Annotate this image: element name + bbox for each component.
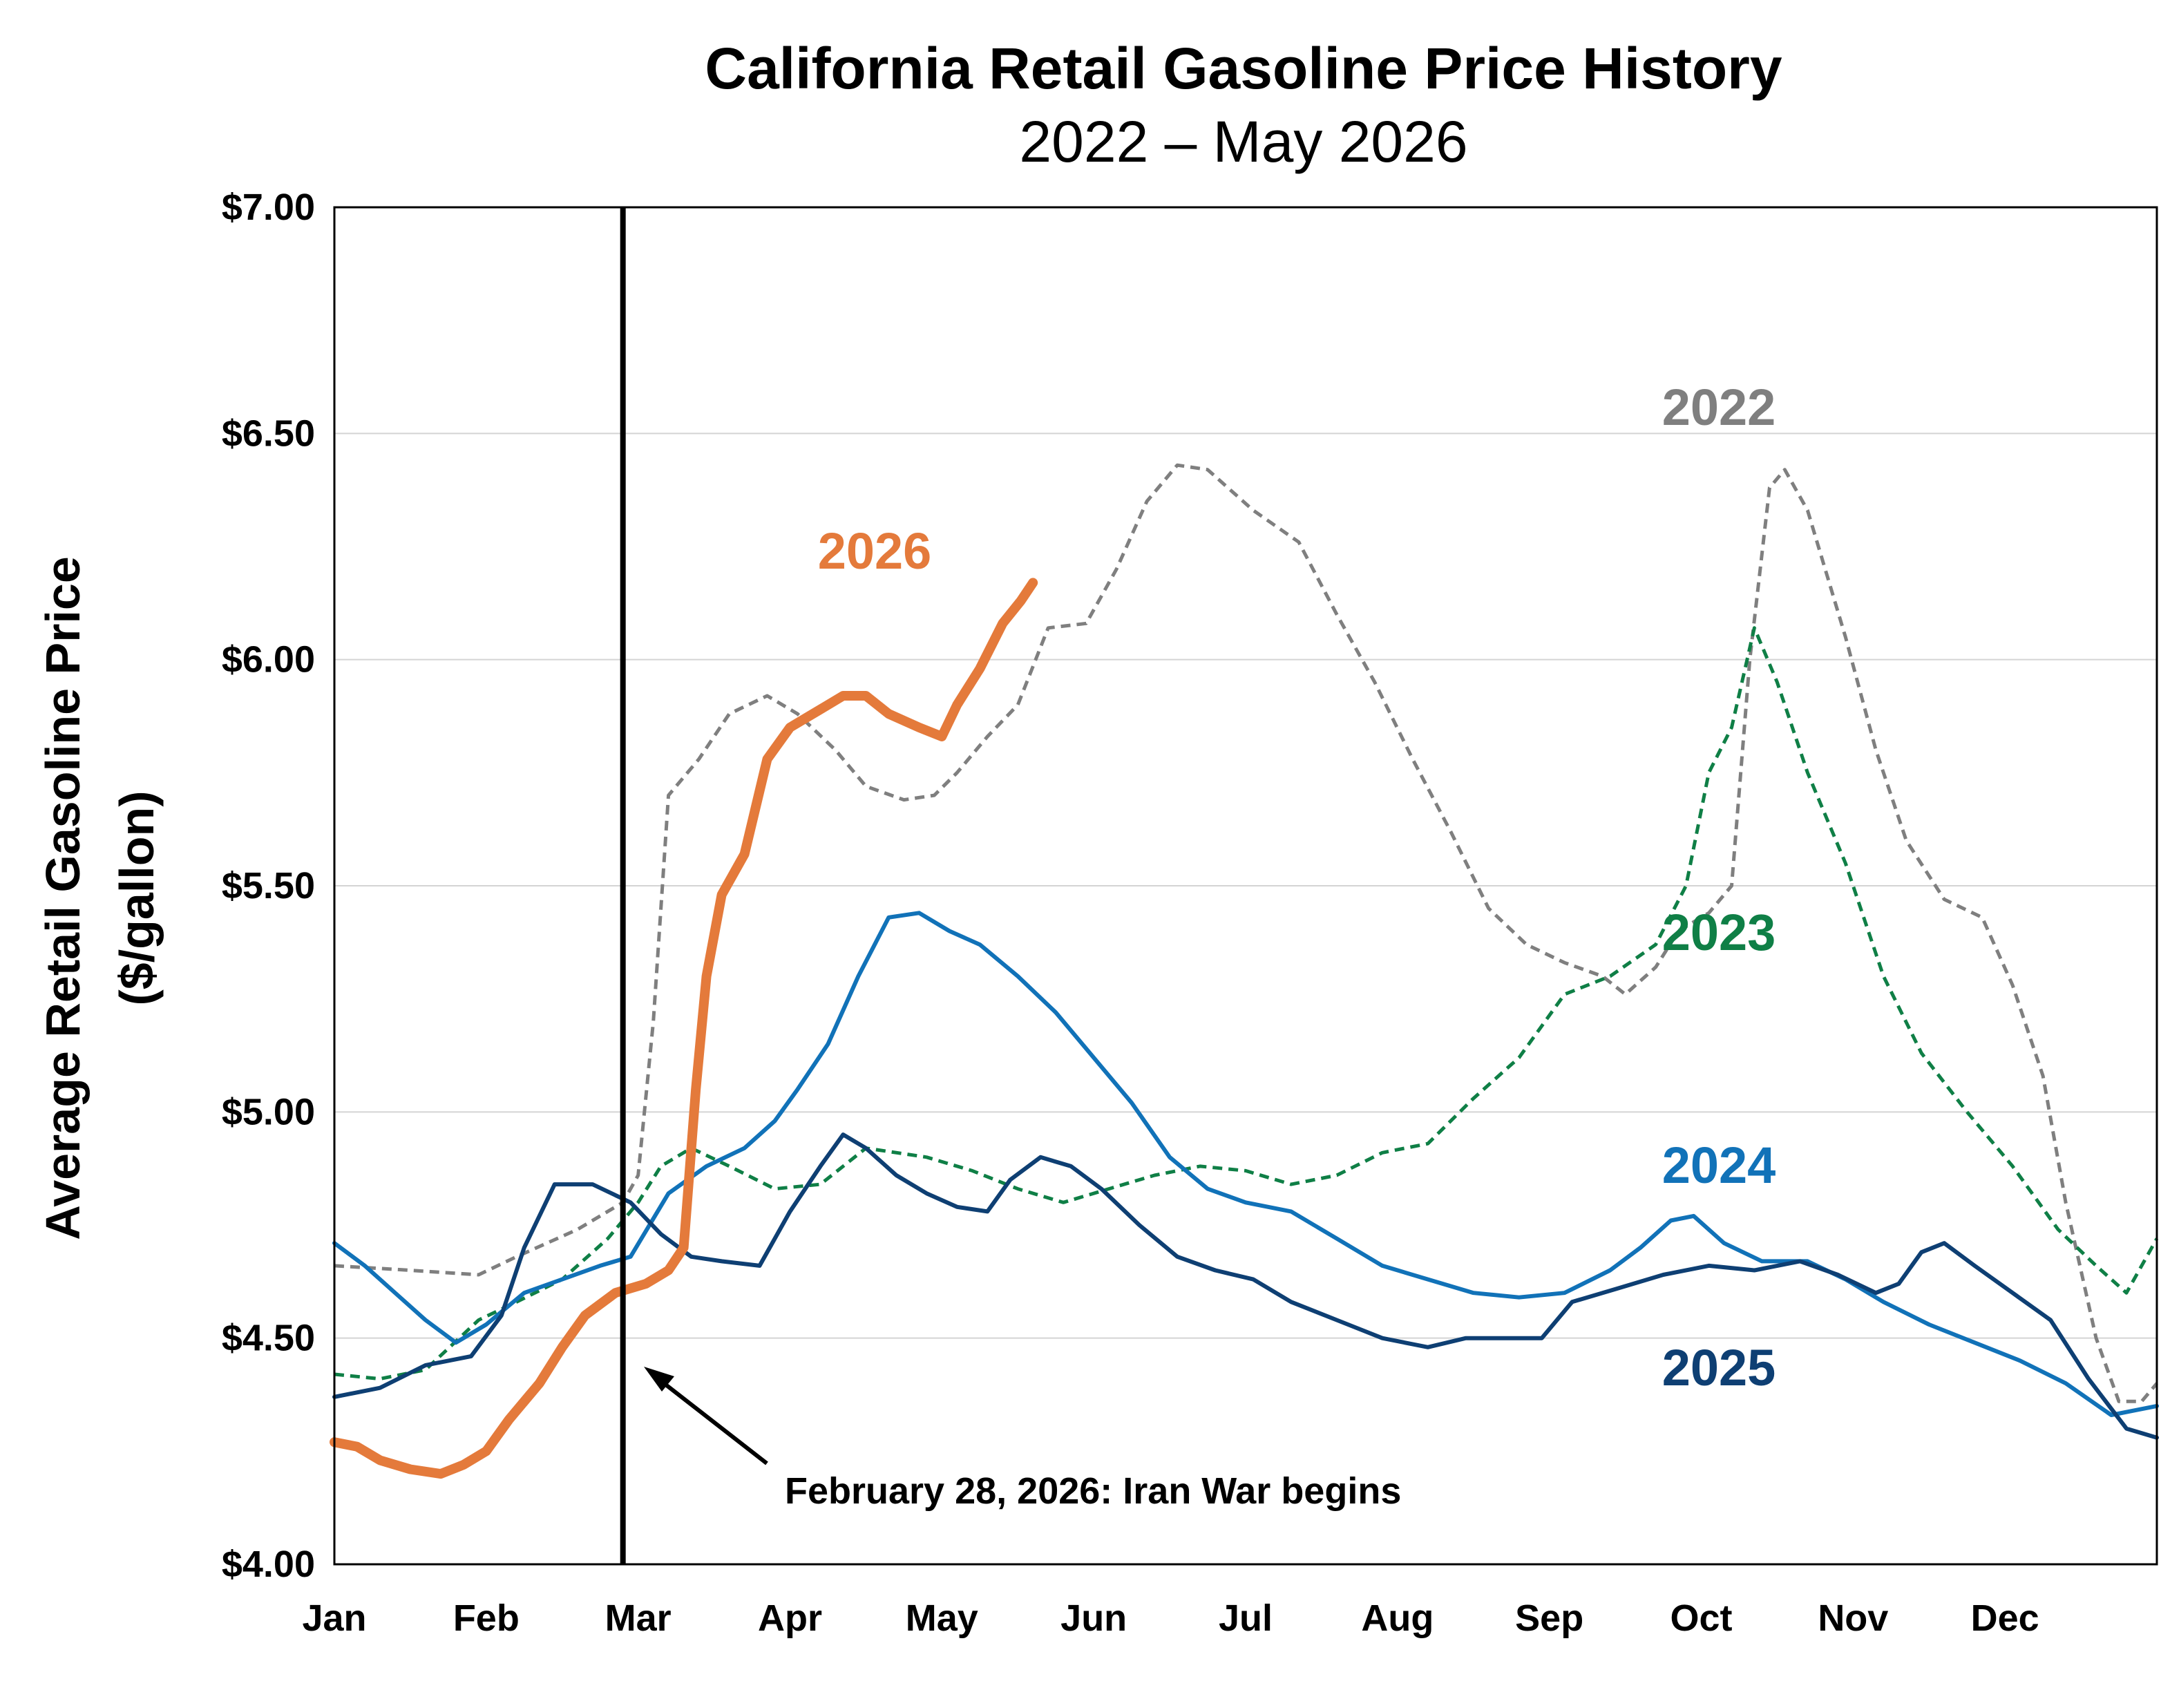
y-tick-label: $5.50 [222,865,315,907]
x-tick-label: Dec [1971,1597,2039,1639]
y-axis-label-line1: Average Retail Gasoline Price [36,556,90,1240]
annotation-text: February 28, 2026: Iran War begins [785,1470,1401,1512]
series-label-2025: 2025 [1662,1339,1776,1396]
series-line-2026 [330,578,1038,1479]
chart-subtitle: 2022 – May 2026 [1019,109,1467,174]
x-tick-label: Oct [1670,1597,1732,1639]
y-tick-label: $7.00 [222,187,315,228]
series-label-2024: 2024 [1662,1137,1776,1194]
x-tick-label: Nov [1818,1597,1888,1639]
series-line-2023 [334,626,2159,1381]
chart-title: California Retail Gasoline Price History [705,36,1782,101]
x-tick-label: Apr [758,1597,822,1639]
series-label-2023: 2023 [1662,904,1776,961]
y-tick-label: $4.00 [222,1544,315,1585]
x-tick-label: Feb [453,1597,520,1639]
y-axis-label: Average Retail Gasoline Price ($/gallon) [36,556,164,1240]
annotation-arrow [644,1367,768,1465]
y-axis-ticks: $4.00 $4.50 $5.00 $5.50 $6.00 $6.50 $7.00 [222,187,315,1585]
x-tick-label: Jan [302,1597,366,1639]
x-tick-label: Mar [605,1597,672,1639]
series-lines [330,463,2159,1479]
x-tick-label: Jun [1060,1597,1127,1639]
x-tick-label: May [906,1597,978,1639]
series-label-2026: 2026 [818,522,932,580]
series-line-2022 [334,463,2158,1403]
plot-area-frame [333,206,2158,1566]
series-line-2025 [332,1132,2159,1440]
x-tick-label: Sep [1515,1597,1583,1639]
x-axis-ticks: Jan Feb Mar Apr May Jun Jul Aug Sep Oct Nov Dec [302,1597,2039,1639]
y-tick-label: $4.50 [222,1318,315,1359]
y-axis-label-line2: ($/gallon) [110,790,164,1005]
y-tick-label: $6.50 [222,412,315,454]
gridlines [334,433,2157,1339]
y-tick-label: $5.00 [222,1091,315,1132]
series-line-2024 [332,911,2159,1417]
series-labels: 2022 2023 2024 2025 2026 [818,379,1776,1396]
series-label-2022: 2022 [1662,379,1776,436]
x-tick-label: Jul [1219,1597,1273,1639]
y-tick-label: $6.00 [222,639,315,681]
x-tick-label: Aug [1361,1597,1434,1639]
